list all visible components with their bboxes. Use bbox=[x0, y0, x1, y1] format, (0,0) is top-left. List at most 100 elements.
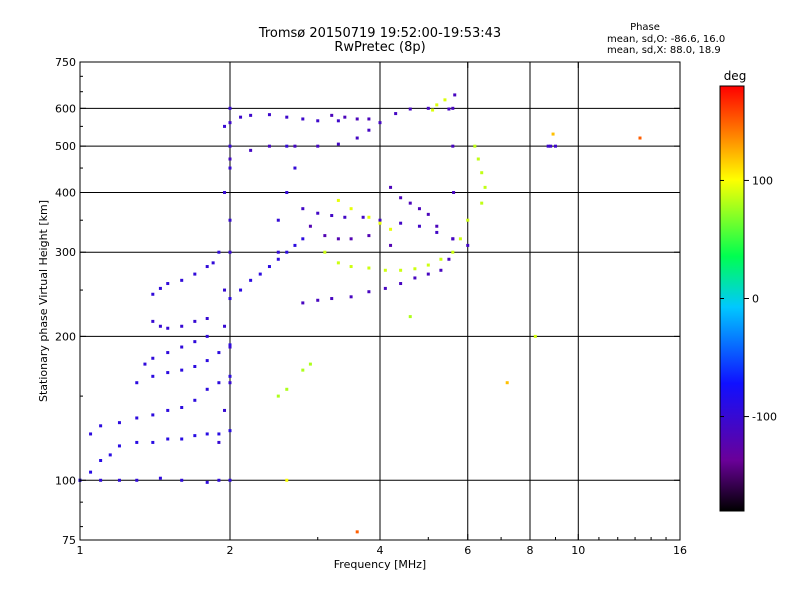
data-point bbox=[546, 144, 550, 148]
data-point bbox=[505, 381, 509, 385]
data-point bbox=[217, 381, 221, 385]
data-point bbox=[426, 106, 430, 110]
data-point bbox=[151, 292, 155, 296]
data-point bbox=[228, 106, 232, 110]
data-point bbox=[389, 227, 393, 231]
data-point bbox=[452, 190, 456, 194]
data-point bbox=[336, 198, 340, 202]
data-point bbox=[180, 324, 184, 328]
data-point bbox=[151, 374, 155, 378]
data-point bbox=[228, 345, 232, 349]
data-point bbox=[180, 278, 184, 282]
data-point bbox=[413, 267, 417, 271]
x-tick-label: 10 bbox=[571, 544, 585, 557]
data-point bbox=[285, 115, 289, 119]
data-point bbox=[551, 132, 555, 136]
y-tick-label: 200 bbox=[55, 330, 76, 343]
data-point bbox=[135, 478, 139, 482]
data-point bbox=[443, 98, 447, 102]
data-point bbox=[151, 440, 155, 444]
data-point bbox=[143, 362, 147, 366]
data-point bbox=[355, 136, 359, 140]
x-axis-ticks: 1 2 4 6 8 10 16 bbox=[77, 62, 687, 557]
data-point bbox=[336, 119, 340, 123]
data-point bbox=[378, 218, 382, 222]
colorbar-title: deg bbox=[723, 69, 747, 83]
data-point bbox=[293, 166, 297, 170]
data-point bbox=[285, 250, 289, 254]
data-point bbox=[193, 398, 197, 402]
data-point bbox=[228, 429, 232, 433]
data-point bbox=[89, 432, 93, 436]
data-point bbox=[223, 288, 227, 292]
data-point bbox=[473, 144, 477, 148]
colorbar-tick-label: 0 bbox=[752, 293, 759, 306]
x-tick-label: 2 bbox=[227, 544, 234, 557]
data-point bbox=[458, 237, 462, 241]
x-tick-label: 6 bbox=[464, 544, 471, 557]
x-tick-label: 16 bbox=[673, 544, 687, 557]
data-point bbox=[205, 387, 209, 391]
phase-stats-x: mean, sd,X: 88.0, 18.9 bbox=[607, 45, 721, 56]
data-point bbox=[158, 324, 162, 328]
data-point bbox=[285, 478, 289, 482]
y-tick-label: 400 bbox=[55, 186, 76, 199]
data-point bbox=[349, 207, 353, 211]
data-points bbox=[78, 93, 642, 534]
data-point bbox=[249, 148, 253, 152]
data-point bbox=[180, 478, 184, 482]
data-point bbox=[483, 185, 487, 189]
phase-stats-title: Phase bbox=[630, 22, 660, 33]
y-tick-label: 600 bbox=[55, 102, 76, 115]
data-point bbox=[417, 207, 421, 211]
data-point bbox=[367, 117, 371, 121]
data-point bbox=[336, 237, 340, 241]
data-point bbox=[228, 144, 232, 148]
data-point bbox=[285, 387, 289, 391]
data-point bbox=[99, 478, 103, 482]
data-point bbox=[330, 214, 334, 218]
data-point bbox=[228, 250, 232, 254]
data-point bbox=[99, 458, 103, 462]
data-point bbox=[205, 265, 209, 269]
data-point bbox=[301, 368, 305, 372]
data-point bbox=[323, 234, 327, 238]
data-point bbox=[367, 290, 371, 294]
y-tick-label: 75 bbox=[62, 534, 76, 547]
data-point bbox=[205, 432, 209, 436]
data-point bbox=[383, 286, 387, 290]
data-point bbox=[117, 478, 121, 482]
data-point bbox=[431, 108, 435, 112]
data-point bbox=[361, 215, 365, 219]
data-point bbox=[426, 212, 430, 216]
data-point bbox=[383, 268, 387, 272]
data-point bbox=[166, 282, 170, 286]
data-point bbox=[553, 144, 557, 148]
data-point bbox=[99, 424, 103, 428]
data-point bbox=[158, 476, 162, 480]
data-point bbox=[276, 218, 280, 222]
data-point bbox=[258, 272, 262, 276]
data-point bbox=[228, 157, 232, 161]
data-point bbox=[378, 121, 382, 125]
data-point bbox=[343, 115, 347, 119]
data-point bbox=[211, 261, 215, 265]
data-point bbox=[435, 103, 439, 107]
data-point bbox=[217, 351, 221, 355]
y-tick-label: 500 bbox=[55, 140, 76, 153]
y-axis-label: Stationary phase Virtual Height [km] bbox=[37, 200, 50, 402]
data-point bbox=[193, 364, 197, 368]
data-point bbox=[367, 266, 371, 270]
data-point bbox=[285, 144, 289, 148]
data-point bbox=[343, 215, 347, 219]
data-point bbox=[276, 257, 280, 261]
data-point bbox=[408, 315, 412, 319]
data-point bbox=[193, 340, 197, 344]
data-point bbox=[316, 119, 320, 123]
data-point bbox=[151, 319, 155, 323]
data-point bbox=[223, 324, 227, 328]
data-point bbox=[205, 334, 209, 338]
data-point bbox=[451, 250, 455, 254]
data-point bbox=[205, 316, 209, 320]
